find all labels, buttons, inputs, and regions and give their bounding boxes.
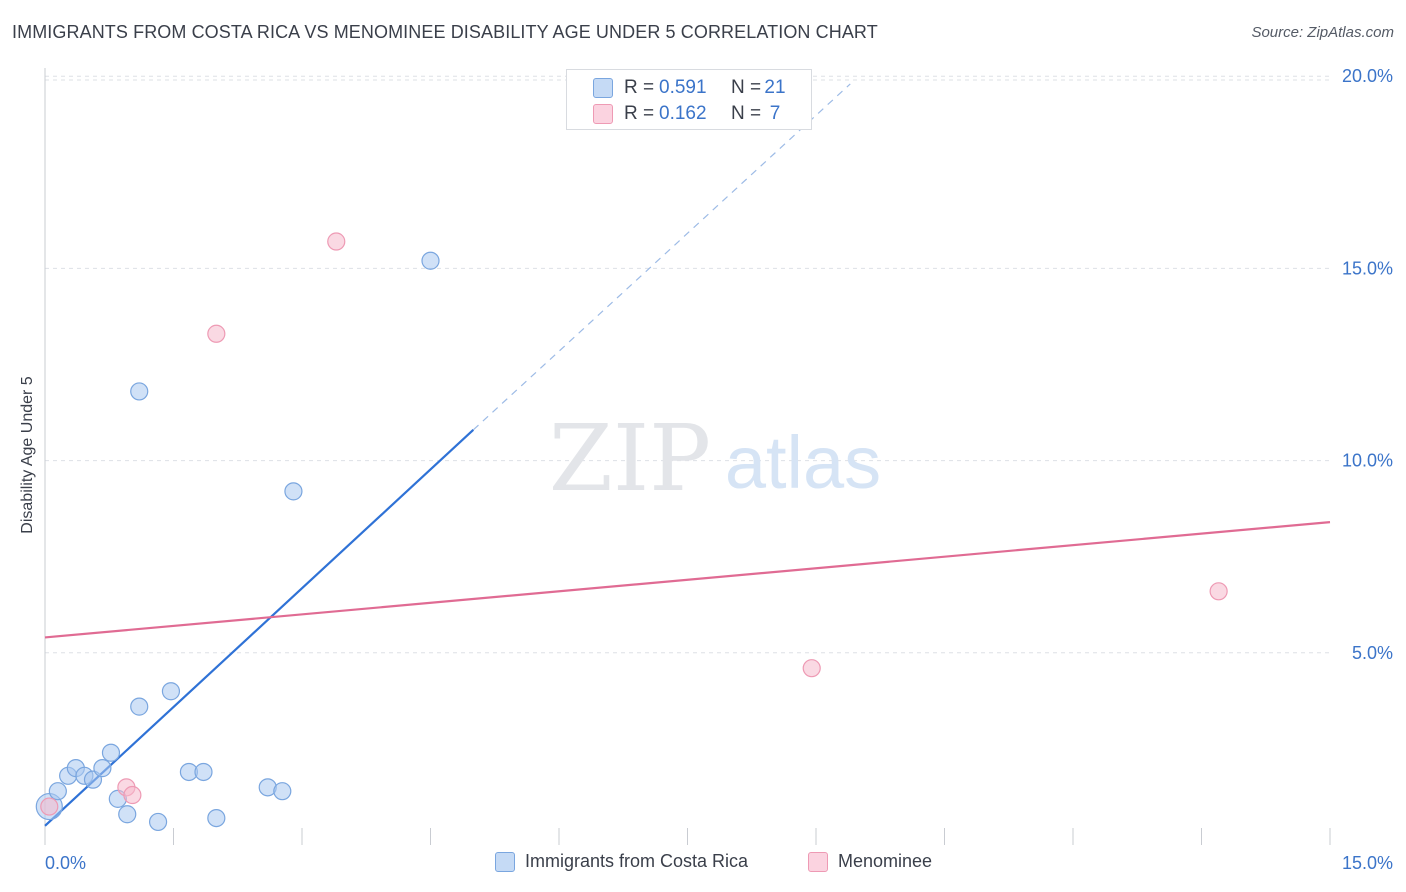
y-axis-label: Disability Age Under 5 xyxy=(19,376,36,534)
point-costa-rica xyxy=(48,782,67,801)
point-menominee xyxy=(327,232,346,251)
legend-r-value: 0.162 xyxy=(659,103,707,124)
legend-row-menominee: R = 0.162 N = 7 xyxy=(567,101,813,127)
legend-swatch-blue xyxy=(593,78,613,98)
y-tick-label: 10.0% xyxy=(1342,451,1393,471)
legend-item-menominee[interactable]: Menominee xyxy=(808,851,932,872)
point-menominee xyxy=(207,324,226,343)
trend-line-menominee xyxy=(44,521,1331,639)
watermark: ZIP atlas xyxy=(549,405,881,512)
point-menominee xyxy=(40,797,59,816)
correlation-legend: R = 0.591 N = 21 R = 0.162 N = 7 xyxy=(566,69,812,130)
data-points xyxy=(35,232,1228,832)
chart-title: IMMIGRANTS FROM COSTA RICA VS MENOMINEE … xyxy=(12,22,878,42)
point-costa-rica xyxy=(118,805,137,824)
x-tick-label: 15.0% xyxy=(1342,853,1393,873)
legend-swatch-pink xyxy=(593,104,613,124)
watermark-atlas: atlas xyxy=(725,421,881,504)
legend-r-value: 0.591 xyxy=(659,77,707,98)
legend-n-value: 7 xyxy=(769,103,781,124)
point-costa-rica xyxy=(130,697,149,716)
grid-lines xyxy=(45,75,1330,654)
point-costa-rica xyxy=(148,812,168,832)
y-tick-label: 20.0% xyxy=(1342,66,1393,86)
axes xyxy=(44,68,1331,845)
point-costa-rica xyxy=(284,482,303,501)
series-legend: Immigrants from Costa Rica Menominee xyxy=(0,851,1406,877)
point-costa-rica xyxy=(101,743,121,762)
legend-n-value: 21 xyxy=(764,77,786,98)
point-costa-rica xyxy=(194,762,213,782)
legend-r-label: R = xyxy=(624,77,655,98)
legend-label: Menominee xyxy=(838,851,933,871)
point-menominee xyxy=(123,785,142,805)
legend-row-costa-rica: R = 0.591 N = 21 xyxy=(567,75,813,101)
point-costa-rica xyxy=(421,251,440,270)
legend-n-label: N = xyxy=(731,77,762,98)
legend-n-label: N = xyxy=(731,103,762,124)
trend-extension-costa-rica xyxy=(472,83,851,431)
point-costa-rica xyxy=(273,782,292,801)
y-tick-label: 5.0% xyxy=(1352,643,1393,663)
legend-label: Immigrants from Costa Rica xyxy=(525,851,749,871)
legend-swatch-blue xyxy=(495,851,515,872)
point-costa-rica xyxy=(207,808,226,828)
y-tick-label: 15.0% xyxy=(1342,258,1393,278)
point-menominee xyxy=(802,659,821,678)
legend-swatch-pink xyxy=(808,851,828,872)
point-costa-rica xyxy=(161,682,181,701)
point-costa-rica xyxy=(130,382,149,401)
point-menominee xyxy=(1209,582,1228,601)
tick-labels: 5.0% 10.0% 15.0% 20.0% 0.0% 15.0% xyxy=(45,66,1393,873)
watermark-zip: ZIP xyxy=(549,405,711,512)
legend-r-label: R = xyxy=(624,103,655,124)
point-costa-rica xyxy=(93,759,112,778)
legend-item-costa-rica[interactable]: Immigrants from Costa Rica xyxy=(495,851,748,872)
source-label: Source: ZipAtlas.com xyxy=(1251,24,1394,41)
x-tick-label: 0.0% xyxy=(45,853,86,873)
